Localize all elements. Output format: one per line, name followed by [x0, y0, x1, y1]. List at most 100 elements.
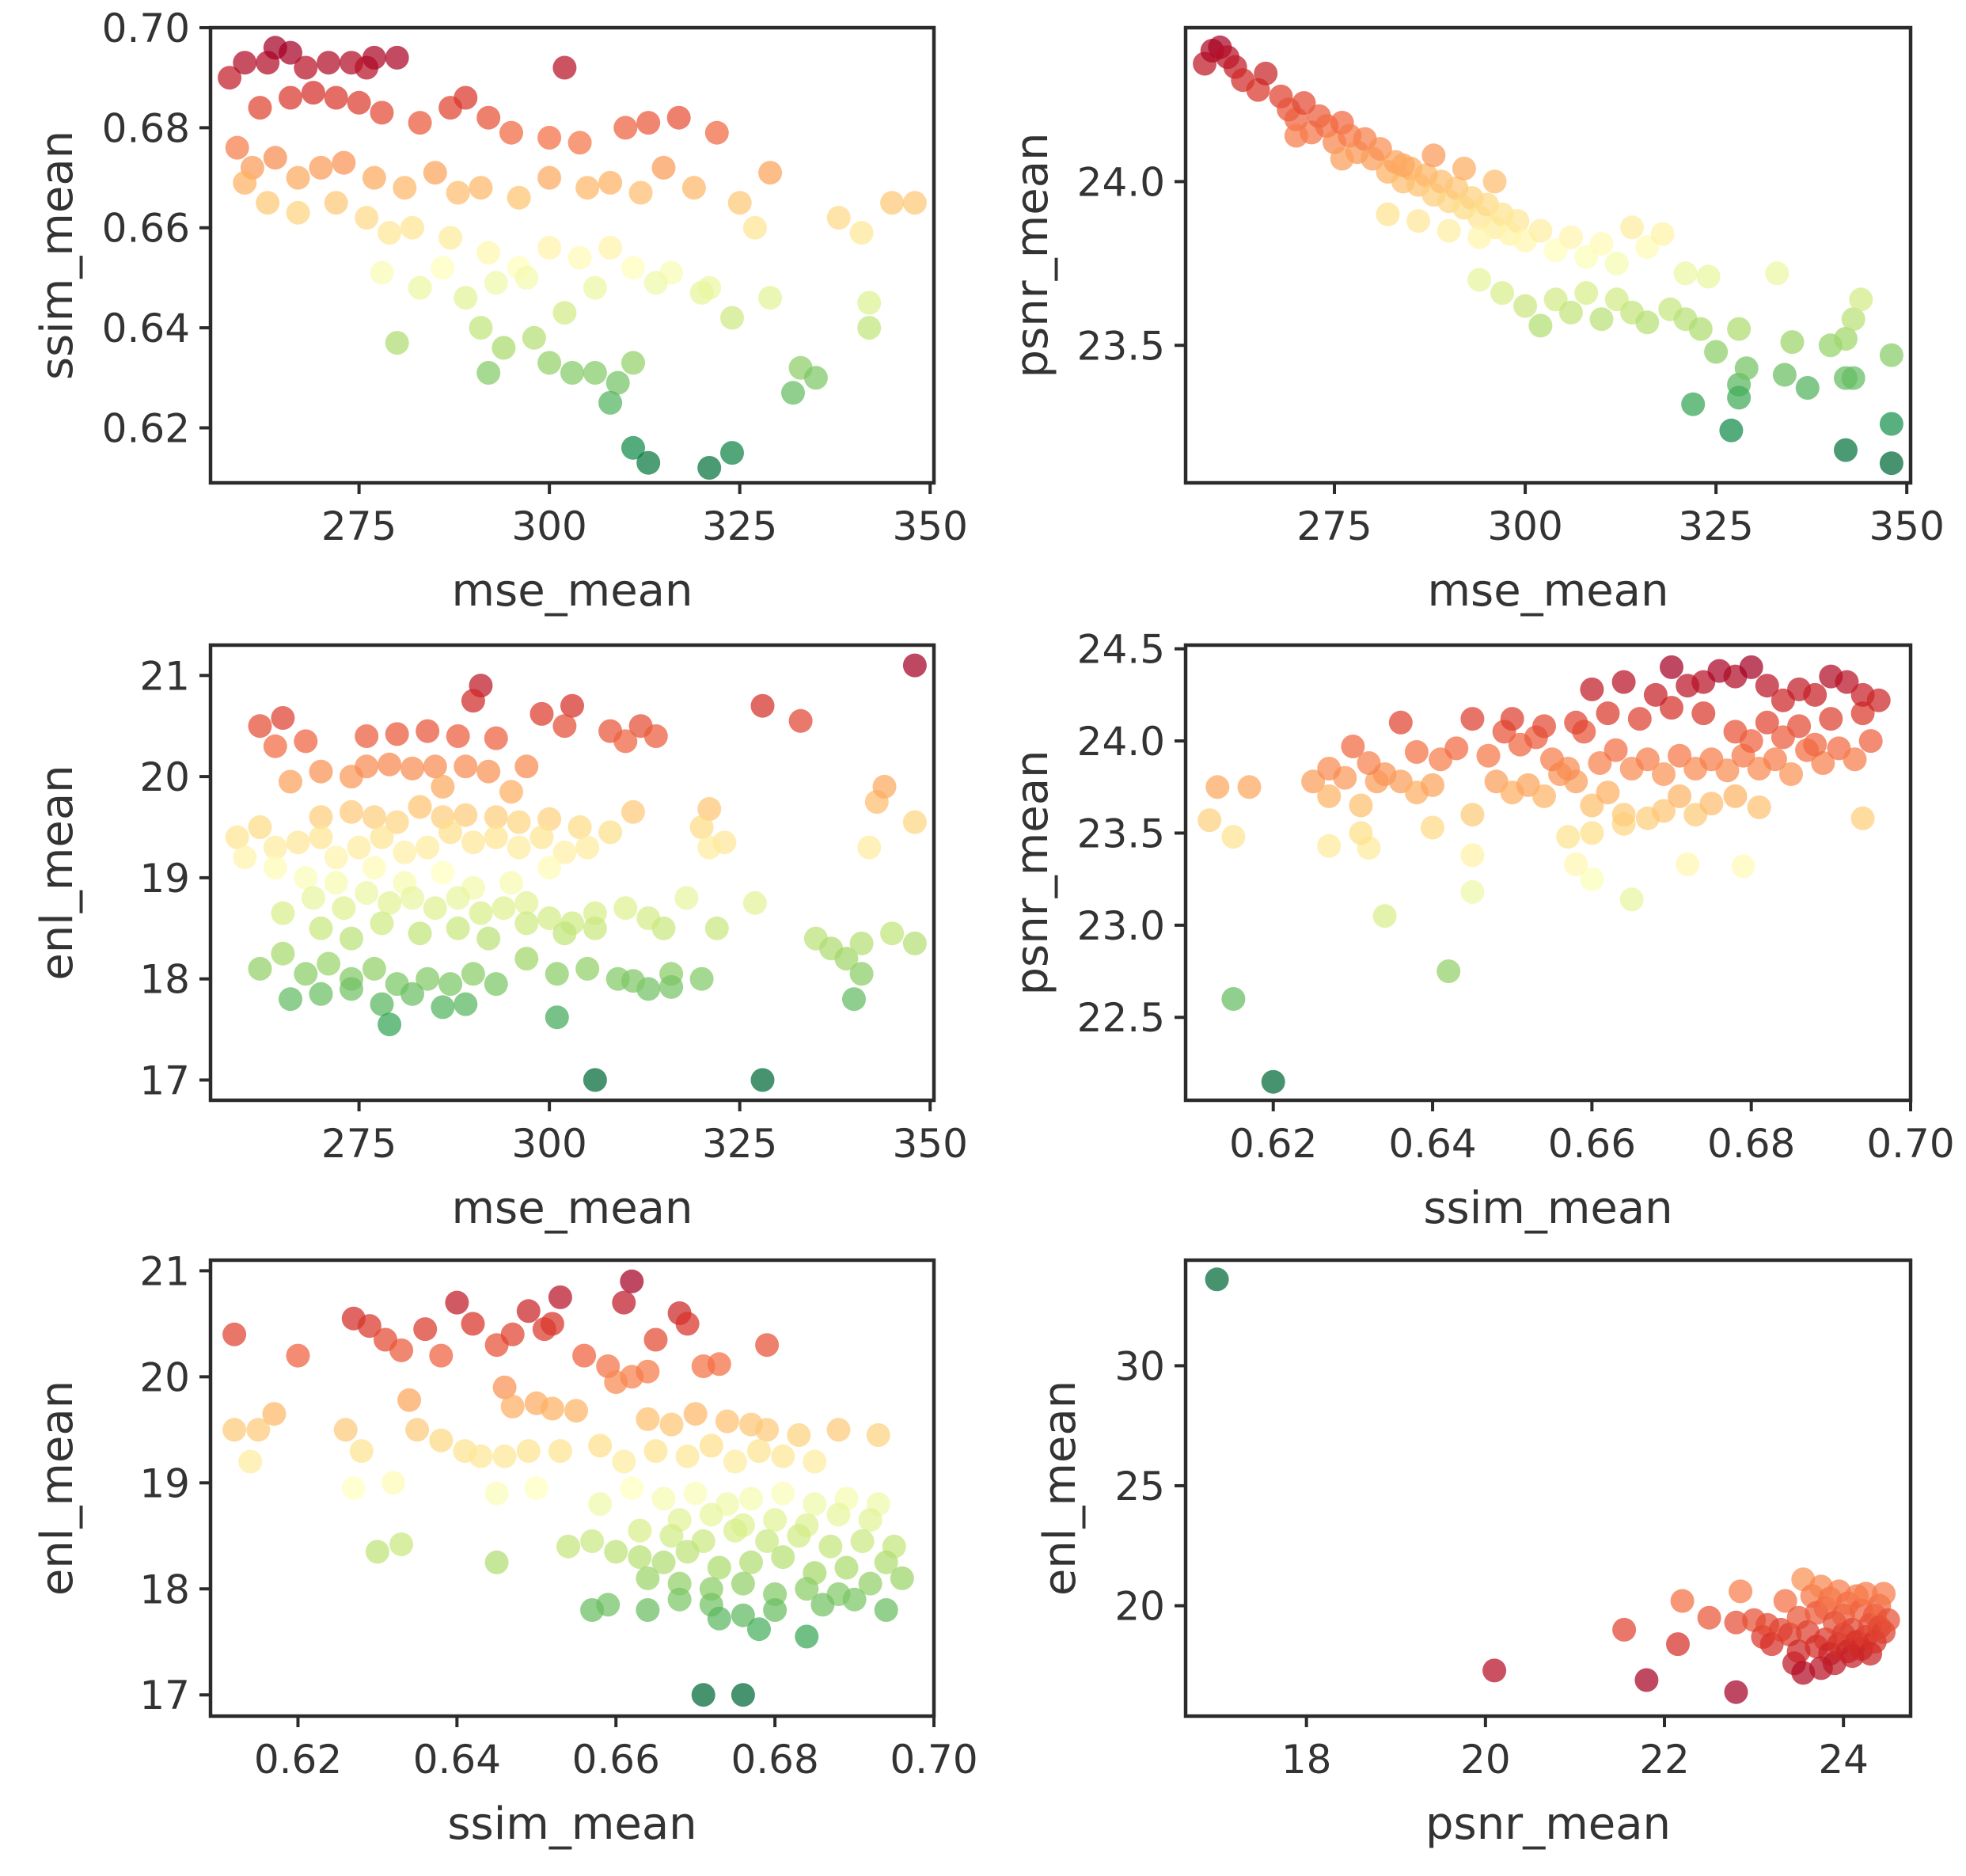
data-point: [803, 1449, 827, 1474]
data-point: [263, 146, 287, 170]
data-point: [537, 807, 562, 831]
axes-frame: [208, 25, 936, 485]
data-point: [286, 1343, 310, 1368]
data-point: [556, 1534, 580, 1559]
data-point: [1317, 834, 1342, 858]
x-tick-label: 22: [1639, 1737, 1690, 1783]
data-point: [514, 911, 539, 936]
data-point: [1697, 1605, 1721, 1630]
data-point: [400, 982, 424, 1006]
data-point: [469, 901, 493, 925]
data-point: [636, 450, 661, 475]
data-point: [580, 1529, 605, 1553]
data-point: [548, 1439, 572, 1464]
data-point: [469, 176, 493, 200]
data-point: [1795, 376, 1820, 400]
data-point: [537, 906, 562, 930]
data-point: [1437, 218, 1461, 243]
x-tick-label: 300: [511, 503, 586, 549]
data-point: [1771, 725, 1795, 750]
x-tick-label: 0.66: [572, 1737, 660, 1783]
data-point: [385, 331, 409, 355]
data-point: [583, 1068, 607, 1092]
data-point: [248, 714, 272, 739]
data-point: [438, 226, 463, 250]
data-point: [880, 191, 905, 215]
data-point: [222, 1418, 247, 1442]
data-point: [689, 815, 714, 839]
data-point: [902, 191, 927, 215]
data-point: [516, 1439, 541, 1464]
x-tick-label: 18: [1281, 1737, 1332, 1783]
data-point: [613, 896, 638, 921]
data-point: [598, 390, 623, 415]
data-point: [514, 891, 539, 915]
data-point: [643, 724, 668, 748]
scatter-panel-4: 0.62 0.64 0.66 0.68 0.70 22.5 23.0 23.5 24.0 24.5…: [1007, 627, 1955, 1234]
y-tick-label: 23.0: [1077, 903, 1165, 949]
data-point: [1404, 740, 1429, 764]
data-point: [902, 931, 927, 955]
data-point: [1765, 261, 1790, 286]
data-point: [537, 856, 562, 880]
data-point: [1696, 264, 1721, 289]
x-axis-label: mse_mean: [452, 565, 693, 617]
data-point: [1849, 287, 1873, 312]
data-point: [476, 361, 501, 385]
data-point: [1460, 843, 1485, 868]
data-point: [524, 1476, 548, 1500]
data-point: [1676, 853, 1700, 876]
data-points: [1205, 1267, 1900, 1704]
y-tick-label: 0.68: [102, 105, 190, 151]
x-tick-label: 0.70: [1866, 1121, 1954, 1167]
data-point: [1652, 799, 1676, 823]
data-point: [1724, 1680, 1748, 1704]
data-point: [552, 840, 577, 864]
data-point: [763, 1508, 788, 1532]
data-point: [750, 1068, 775, 1092]
x-tick-label: 20: [1460, 1737, 1511, 1783]
data-point: [1197, 808, 1222, 833]
data-point: [514, 947, 539, 971]
data-point: [461, 962, 485, 986]
y-axis-label: ssim_mean: [32, 131, 83, 380]
data-point: [416, 719, 440, 743]
data-point: [263, 835, 287, 860]
y-tick-label: 18: [139, 957, 190, 1003]
y-tick-label: 0.62: [102, 405, 190, 451]
data-point: [507, 835, 531, 860]
data-point: [866, 1423, 890, 1447]
data-point: [416, 966, 440, 991]
data-point: [604, 1370, 628, 1394]
data-point: [1681, 392, 1706, 416]
data-point: [1704, 340, 1729, 364]
data-point: [723, 1449, 747, 1474]
data-point: [707, 1352, 731, 1377]
data-point: [1482, 169, 1507, 194]
x-axis-label: ssim_mean: [447, 1798, 696, 1850]
data-point: [1724, 1610, 1748, 1635]
data-point: [826, 1418, 851, 1442]
data-point: [552, 55, 577, 80]
data-point: [788, 708, 813, 733]
data-point: [461, 689, 485, 713]
data-point: [537, 126, 562, 150]
data-point: [233, 170, 257, 195]
data-point: [362, 856, 386, 880]
data-point: [286, 830, 310, 855]
data-point: [567, 815, 592, 839]
y-tick-label: 19: [139, 1460, 190, 1506]
x-tick-label: 350: [892, 1121, 967, 1167]
data-point: [248, 956, 272, 981]
data-point: [385, 722, 409, 746]
data-point: [771, 1481, 795, 1506]
data-point: [484, 1481, 509, 1506]
data-point: [560, 693, 584, 718]
data-point: [1558, 300, 1583, 325]
data-point: [271, 901, 295, 925]
data-point: [1780, 330, 1805, 355]
data-point: [636, 1598, 660, 1622]
data-point: [365, 1540, 389, 1564]
data-point: [514, 265, 539, 290]
data-point: [1341, 735, 1365, 758]
